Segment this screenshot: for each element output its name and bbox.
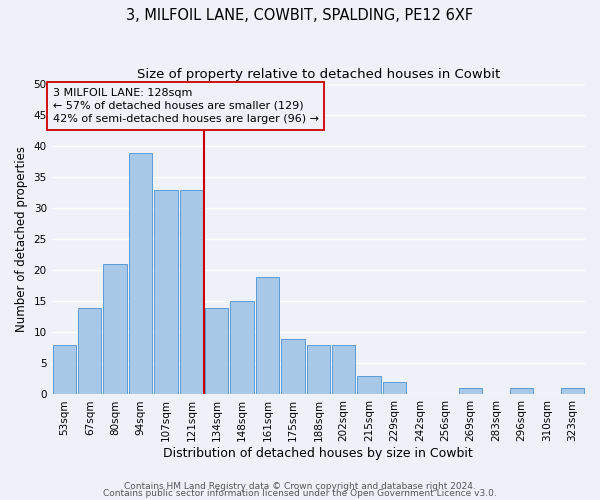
Text: 3, MILFOIL LANE, COWBIT, SPALDING, PE12 6XF: 3, MILFOIL LANE, COWBIT, SPALDING, PE12 … — [127, 8, 473, 22]
Bar — [230, 302, 254, 394]
Text: Contains public sector information licensed under the Open Government Licence v3: Contains public sector information licen… — [103, 490, 497, 498]
Bar — [78, 308, 101, 394]
Y-axis label: Number of detached properties: Number of detached properties — [15, 146, 28, 332]
Bar — [332, 345, 355, 395]
Bar — [103, 264, 127, 394]
Title: Size of property relative to detached houses in Cowbit: Size of property relative to detached ho… — [137, 68, 500, 80]
Bar — [205, 308, 229, 394]
Bar — [256, 276, 279, 394]
Bar — [560, 388, 584, 394]
Bar — [53, 345, 76, 395]
Bar — [179, 190, 203, 394]
Bar — [154, 190, 178, 394]
Bar — [459, 388, 482, 394]
Bar — [358, 376, 381, 394]
X-axis label: Distribution of detached houses by size in Cowbit: Distribution of detached houses by size … — [163, 447, 473, 460]
Text: 3 MILFOIL LANE: 128sqm
← 57% of detached houses are smaller (129)
42% of semi-de: 3 MILFOIL LANE: 128sqm ← 57% of detached… — [53, 88, 319, 124]
Bar — [510, 388, 533, 394]
Bar — [383, 382, 406, 394]
Bar — [307, 345, 330, 395]
Text: Contains HM Land Registry data © Crown copyright and database right 2024.: Contains HM Land Registry data © Crown c… — [124, 482, 476, 491]
Bar — [129, 152, 152, 394]
Bar — [281, 338, 305, 394]
